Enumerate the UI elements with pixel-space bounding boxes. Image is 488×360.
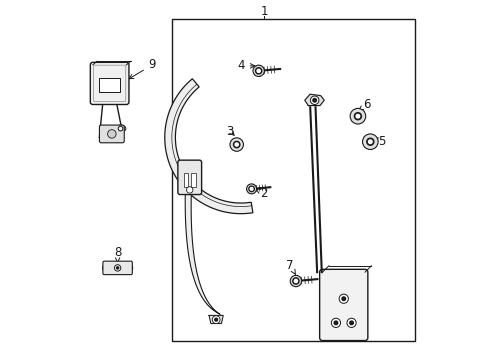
Text: 1: 1	[260, 5, 267, 18]
Ellipse shape	[115, 125, 125, 132]
Circle shape	[368, 140, 371, 144]
FancyBboxPatch shape	[178, 160, 201, 194]
Circle shape	[114, 265, 121, 271]
Polygon shape	[304, 94, 324, 105]
Circle shape	[349, 108, 365, 124]
Circle shape	[290, 275, 301, 287]
FancyBboxPatch shape	[102, 261, 132, 275]
Circle shape	[294, 279, 297, 283]
Circle shape	[116, 267, 119, 269]
Polygon shape	[185, 192, 220, 315]
Circle shape	[229, 138, 243, 151]
Circle shape	[119, 127, 122, 130]
Text: 2: 2	[256, 187, 267, 200]
Text: 9: 9	[129, 58, 156, 79]
Circle shape	[346, 318, 355, 328]
Circle shape	[312, 99, 316, 102]
Bar	[99, 78, 120, 92]
Circle shape	[355, 114, 359, 118]
Text: 8: 8	[114, 246, 121, 262]
Circle shape	[118, 126, 122, 131]
Circle shape	[255, 68, 261, 74]
Circle shape	[257, 69, 260, 72]
Polygon shape	[209, 315, 223, 324]
Bar	[171, 19, 414, 341]
FancyBboxPatch shape	[90, 62, 129, 104]
Bar	[191, 173, 196, 187]
Circle shape	[233, 141, 240, 148]
Circle shape	[354, 113, 361, 120]
Polygon shape	[164, 79, 252, 213]
Text: 6: 6	[357, 98, 370, 111]
FancyBboxPatch shape	[319, 269, 367, 341]
Circle shape	[339, 294, 347, 303]
Circle shape	[292, 278, 298, 284]
Bar	[183, 173, 188, 187]
FancyBboxPatch shape	[99, 125, 124, 143]
Circle shape	[214, 318, 217, 321]
Circle shape	[235, 143, 238, 146]
Circle shape	[186, 187, 193, 193]
Circle shape	[107, 130, 116, 138]
Circle shape	[331, 318, 340, 328]
Circle shape	[248, 186, 254, 192]
Circle shape	[246, 184, 256, 194]
Circle shape	[362, 134, 377, 149]
Circle shape	[366, 138, 373, 145]
Circle shape	[310, 96, 318, 104]
Circle shape	[212, 316, 220, 324]
Text: 3: 3	[226, 125, 234, 138]
Circle shape	[349, 321, 353, 325]
Text: 5: 5	[372, 135, 385, 148]
Circle shape	[341, 297, 345, 301]
Text: 4: 4	[237, 59, 254, 72]
Circle shape	[333, 321, 337, 325]
Text: 7: 7	[285, 258, 295, 274]
Circle shape	[252, 65, 264, 77]
Circle shape	[250, 188, 252, 190]
